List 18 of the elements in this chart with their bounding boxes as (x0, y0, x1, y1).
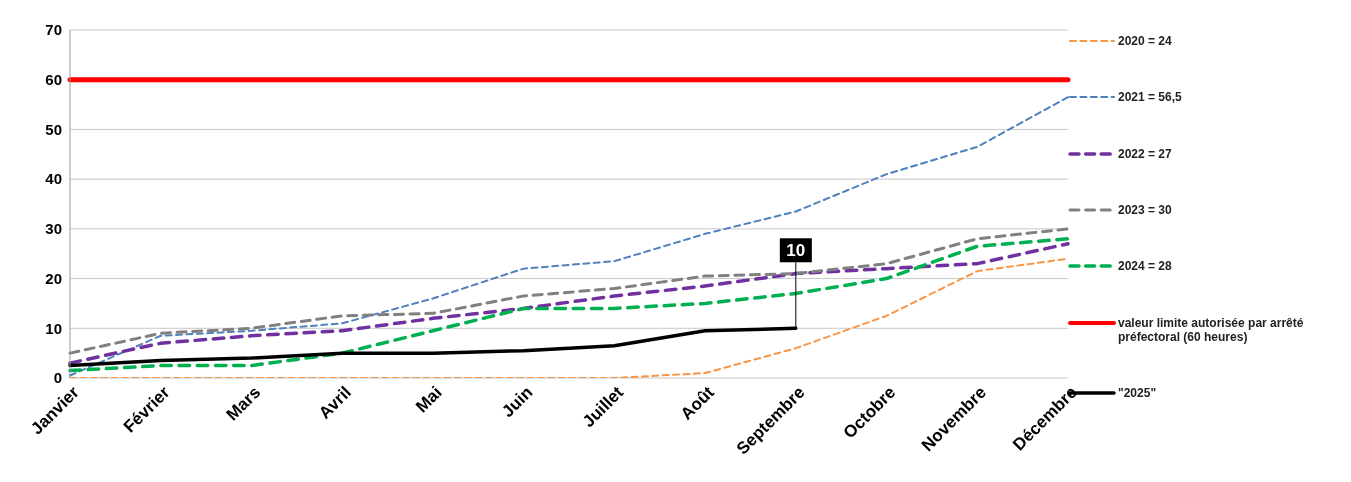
y-tick-label: 50 (45, 120, 62, 138)
legend-label: valeur limite autorisée par arrêté préfectoral (60 heures) (1118, 315, 1305, 344)
legend-label: "2025" (1118, 385, 1158, 400)
legend-label: 2020 = 24 (1118, 34, 1173, 48)
y-tick-label: 20 (45, 269, 62, 287)
y-tick-label: 60 (45, 71, 62, 89)
y-tick-label: 10 (45, 319, 62, 337)
y-tick-label: 70 (45, 21, 62, 39)
y-tick-label: 0 (53, 369, 62, 387)
legend-label: 2023 = 30 (1118, 202, 1173, 217)
y-tick-label: 40 (45, 170, 62, 188)
legend-label: 2021 = 56,5 (1118, 90, 1183, 105)
data-label: 10 (786, 241, 806, 261)
legend-label: 2022 = 27 (1118, 146, 1173, 161)
x-tick-label: Mai (412, 382, 446, 417)
legend-label: 2024 = 28 (1118, 259, 1173, 274)
y-tick-label: 30 (45, 220, 62, 238)
line-series (68, 227, 1070, 355)
